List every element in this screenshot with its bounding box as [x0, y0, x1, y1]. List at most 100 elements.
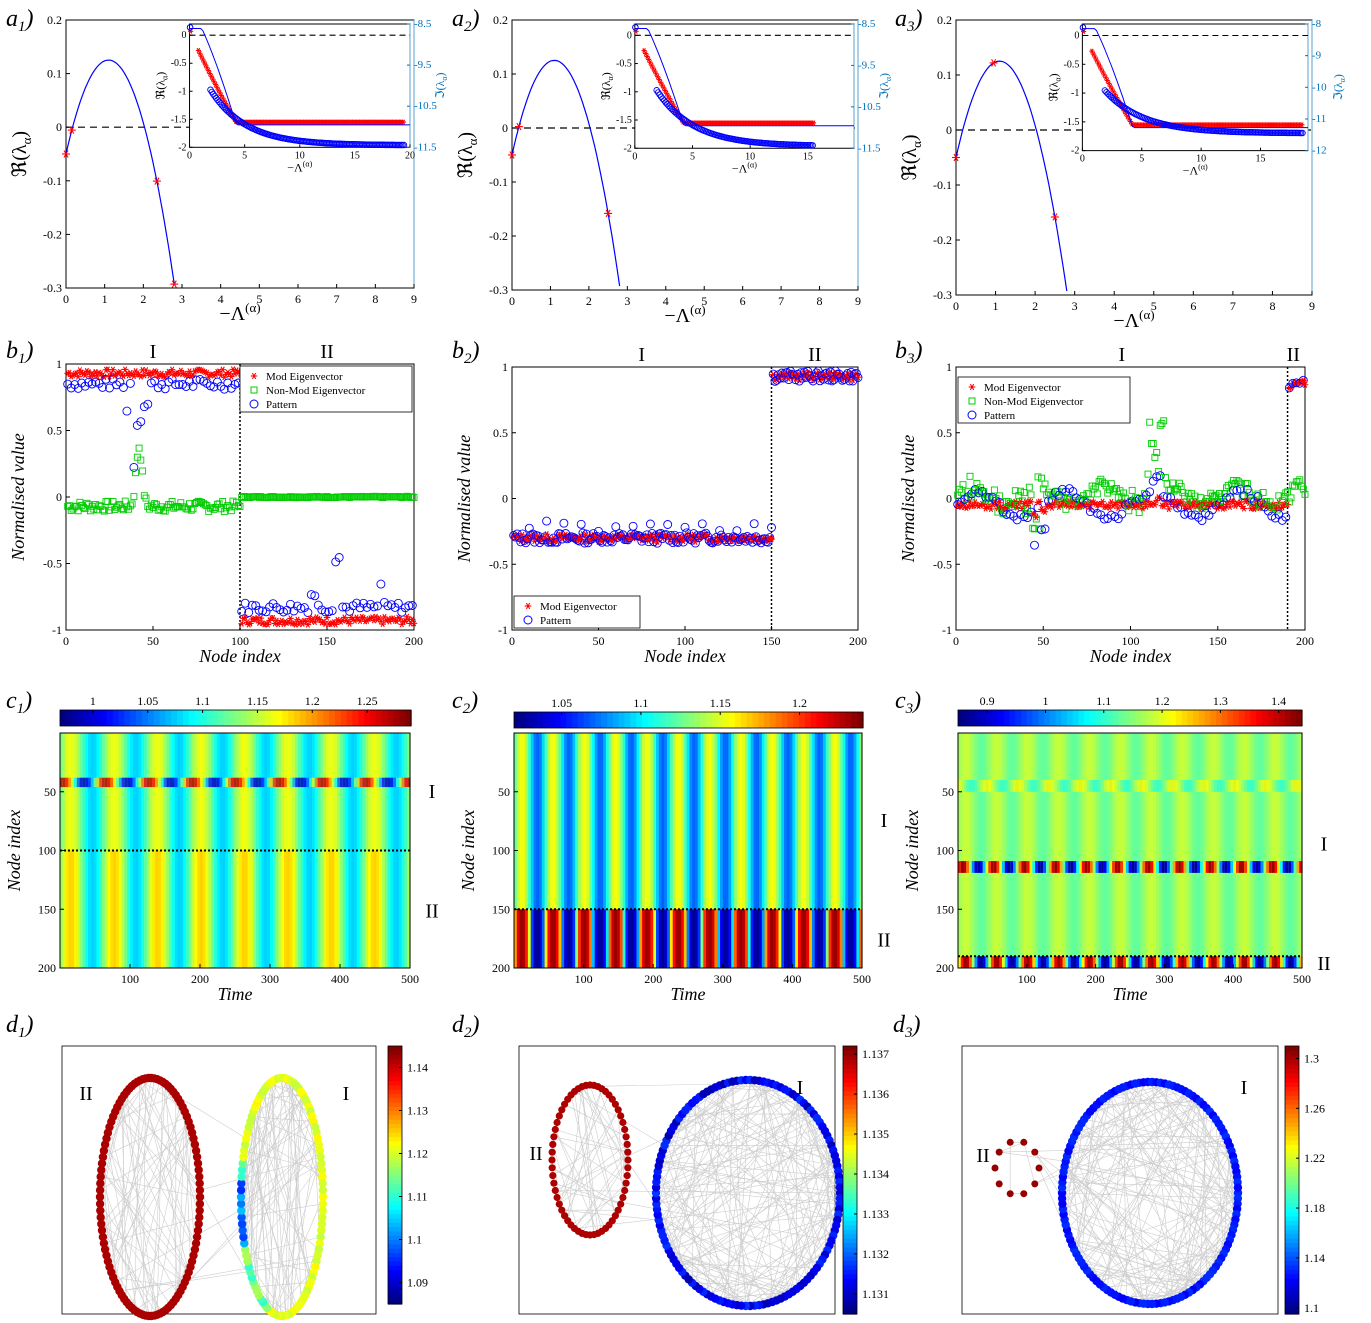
legend-label-pattern: Pattern — [540, 615, 572, 627]
inset-x-tick-label: 0 — [187, 150, 192, 161]
region-label-I: I — [638, 344, 645, 366]
x-tick-label: 9 — [411, 292, 417, 306]
star-stroke — [1105, 78, 1110, 84]
inset-y-tick-label: 0 — [627, 30, 632, 41]
inset-y-axis-label: ℜ(λα) — [1046, 73, 1062, 101]
star-marker — [989, 59, 998, 67]
x-tick-label: 6 — [295, 292, 301, 306]
star-marker — [170, 280, 179, 288]
x-axis-label: Node index — [643, 646, 725, 666]
star-stroke — [1094, 57, 1099, 63]
y-axis-label: ℜ(λα) — [9, 131, 34, 177]
star-stroke — [646, 56, 651, 62]
x-axis-label: Node index — [198, 646, 280, 666]
inset-y2-axis-label: ℑ(λα) — [1331, 74, 1347, 100]
inset-frame — [189, 23, 411, 148]
circle-marker — [186, 24, 194, 31]
panel-tag-index: 3 — [906, 19, 915, 35]
inset-y2-tick-label: -8.5 — [858, 18, 876, 30]
x-tick-label: 4 — [1111, 299, 1117, 313]
star-stroke — [196, 47, 201, 53]
y-tick-label: 0.1 — [493, 67, 508, 81]
inset-a3: 0 5 10 15 -2 -1.5 -1 -0.5 0 -8 -9 -10 -11 -12 ℜ(λα) ℑ(λ… — [1046, 18, 1347, 178]
y-tick-label: -0.3 — [933, 288, 952, 302]
inset-y-tick-label: -1 — [623, 87, 631, 98]
y-tick-label: 0.1 — [47, 67, 62, 81]
x-tick-label: 0 — [953, 634, 959, 648]
star-stroke — [1104, 75, 1108, 81]
superscript: (α) — [1139, 307, 1154, 322]
y-tick-label: -1 — [942, 623, 952, 637]
star-stroke — [206, 68, 211, 74]
y-tick-label: -0.1 — [489, 175, 508, 189]
star-stroke — [953, 153, 959, 162]
superscript: (α) — [1198, 163, 1208, 172]
superscript: (α) — [303, 159, 313, 168]
panel-tag-index: 1 — [18, 351, 26, 367]
y-tick-label: -0.1 — [933, 178, 952, 192]
close-paren: ) — [599, 72, 613, 76]
region-label-I: I — [150, 341, 157, 363]
inset-y-tick-label: 0 — [1074, 31, 1079, 42]
inset-y-tick-label: -1 — [178, 86, 186, 97]
star-stroke — [198, 50, 202, 56]
star-stroke — [401, 119, 406, 125]
inset-frame — [634, 23, 855, 149]
y-tick-label: 0 — [502, 121, 508, 135]
star-marker — [952, 153, 960, 162]
x-tick-label: 8 — [817, 294, 823, 308]
star-stroke — [643, 51, 648, 57]
inset-x-tick-label: 10 — [745, 151, 755, 162]
close-paren: ) — [899, 134, 921, 141]
x-tick-label: 7 — [778, 294, 784, 308]
y-tick-label: 1 — [946, 360, 952, 374]
inset-x-tick-label: 0 — [632, 151, 637, 162]
x-tick-label: 4 — [218, 292, 224, 306]
inset-y-axis-label: ℜ(λα) — [599, 72, 615, 100]
star-stroke — [1107, 80, 1111, 86]
x-tick-label: 2 — [140, 292, 146, 306]
inset-y-tick-label: -1.5 — [616, 115, 632, 126]
star-stroke — [1100, 69, 1105, 75]
star-stroke — [154, 177, 160, 185]
panel-tag-c1: c1) — [6, 688, 32, 717]
star-marker — [810, 120, 817, 126]
y-tick-label: -0.5 — [933, 557, 952, 571]
x-tick-label: 200 — [1296, 634, 1314, 648]
y-tick-label: 0 — [946, 123, 952, 137]
subscript: α — [884, 76, 893, 81]
subscript: α — [606, 75, 615, 80]
x-tick-label: 8 — [1269, 299, 1275, 313]
y-tick-label: 1 — [56, 357, 62, 371]
panel-tag-b1: b1) — [6, 338, 34, 367]
dispersion-curve — [511, 59, 621, 287]
panel-tag-d1: d1) — [6, 1012, 34, 1041]
x-tick-label: 150 — [318, 634, 336, 648]
star-stroke — [664, 90, 669, 96]
star-stroke — [1052, 213, 1058, 221]
x-tick-label: 2 — [586, 294, 592, 308]
star-stroke — [218, 90, 222, 96]
star-stroke — [661, 85, 666, 91]
panel-tag-b3: b3) — [895, 338, 923, 367]
x-tick-label: 5 — [256, 292, 262, 306]
inset-y-tick-label: -2 — [178, 142, 186, 153]
panel-tag-d3: d3) — [893, 1012, 921, 1041]
dispersion-panel-a1: 0 1 2 3 4 5 6 7 8 9 -0.3 -0.2 -0.1 0 0.1 0.2 ℜ(λα) −Λ(α) 0… — [9, 13, 449, 325]
star-stroke — [666, 93, 670, 99]
x-tick-label: 0 — [63, 634, 69, 648]
star-stroke — [1093, 54, 1097, 60]
inset-y2-tick-label: -9 — [1312, 50, 1322, 62]
y-axis-label: ℜ(λα) — [899, 134, 924, 180]
superscript: (α) — [245, 300, 260, 315]
inset-x-tick-label: 15 — [350, 150, 360, 161]
panel-tag-d2: d2) — [452, 1012, 480, 1041]
star-stroke — [667, 96, 672, 102]
inset-a1: 0 5 10 15 20 -2 -1.5 -1 -0.5 0 -8.5 -9.5 -10.5 -11.5 ℜ… — [154, 18, 449, 174]
panel-tag-a3: a3) — [895, 6, 923, 35]
inset-y-tick-label: 0 — [182, 30, 187, 41]
inset-y-tick-label: -1.5 — [1064, 117, 1080, 128]
panel-tag-paren: ) — [911, 688, 921, 714]
inset-y2-tick-label: -10.5 — [858, 101, 881, 113]
